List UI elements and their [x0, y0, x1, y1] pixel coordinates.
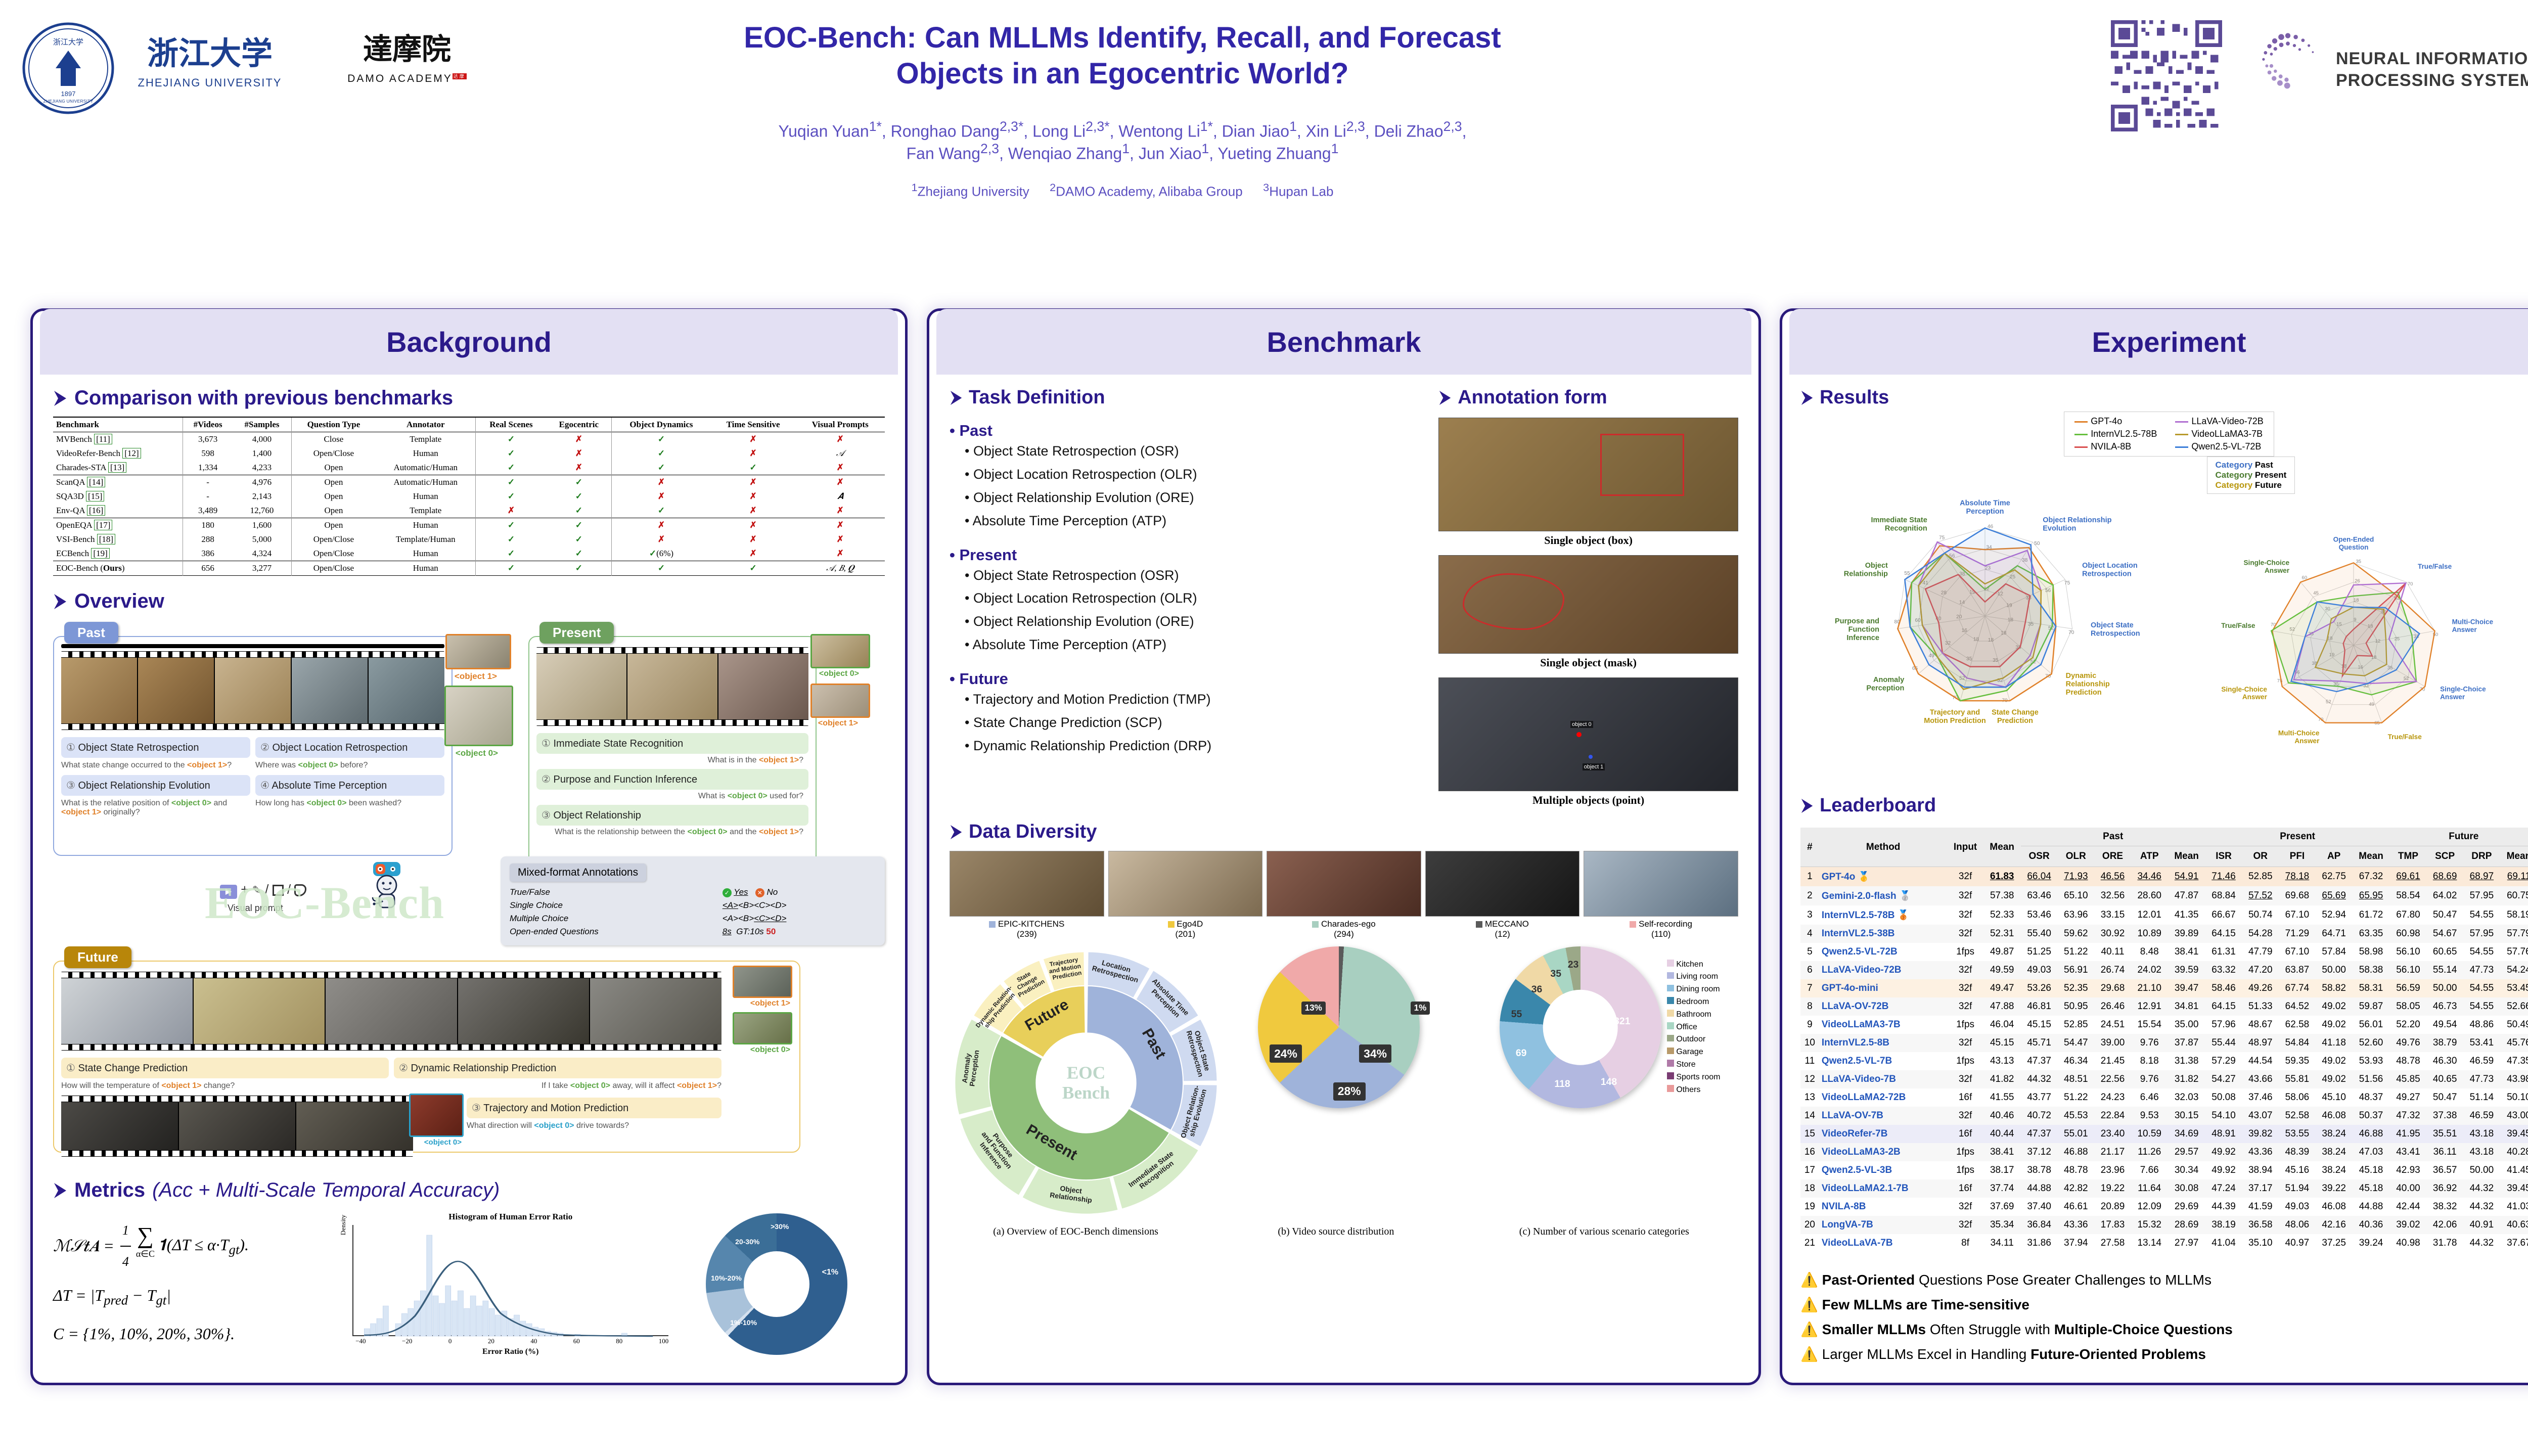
svg-text:70: 70 — [2407, 581, 2413, 587]
svg-text:True/False: True/False — [2387, 733, 2422, 741]
svg-text:70: 70 — [2068, 630, 2074, 635]
svg-text:EOC: EOC — [1067, 1063, 1106, 1083]
svg-text:1897: 1897 — [61, 90, 76, 98]
svg-text:75: 75 — [1939, 535, 1945, 541]
svg-text:55: 55 — [1904, 571, 1910, 576]
svg-text:Bench: Bench — [1062, 1083, 1110, 1103]
svg-text:ZHEJIANG UNIVERSITY: ZHEJIANG UNIVERSITY — [43, 99, 94, 104]
svg-text:True/False: True/False — [2417, 563, 2452, 570]
svg-text:浙江大学: 浙江大学 — [53, 38, 83, 47]
svg-text:50: 50 — [2034, 541, 2040, 547]
svg-text:35: 35 — [2356, 559, 2361, 565]
svg-text:True/False: True/False — [2221, 622, 2255, 629]
svg-text:75: 75 — [2064, 580, 2070, 586]
